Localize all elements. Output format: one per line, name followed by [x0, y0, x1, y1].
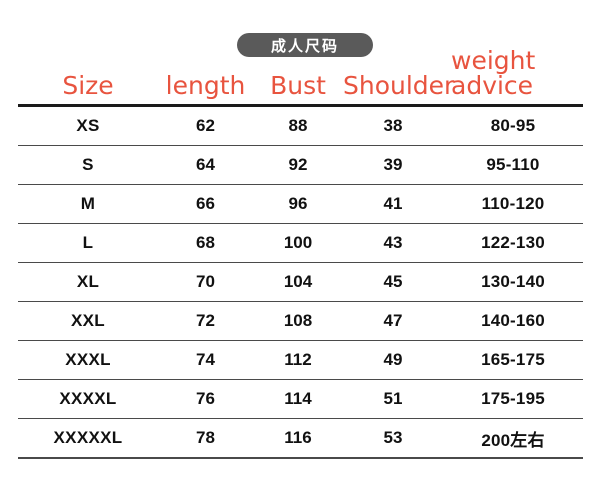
cell-size: L: [18, 223, 158, 263]
column-header-size: Size: [62, 70, 114, 100]
table-row: XL 70 104 45 130-140: [18, 262, 583, 302]
cell-length: 74: [158, 340, 253, 380]
table-row: XS 62 88 38 80-95: [18, 105, 583, 146]
table-row: M 66 96 41 110-120: [18, 184, 583, 224]
cell-bust: 112: [253, 340, 343, 380]
table-row: XXXXL 76 114 51 175-195: [18, 379, 583, 419]
cell-size: XXXXXL: [18, 418, 158, 459]
size-table-body: XS 62 88 38 80-95 S 64 92 39 95-110 M 66 96 41 110-120…: [18, 105, 583, 459]
column-header-bust: Bust: [270, 70, 326, 100]
cell-length: 72: [158, 301, 253, 341]
column-header-shoulder: Shoulder: [343, 70, 455, 100]
header-row: Size length Bust Shoulder weight advice: [18, 48, 583, 106]
cell-length: 76: [158, 379, 253, 419]
cell-shoulder: 47: [343, 301, 443, 341]
cell-weight: 130-140: [443, 262, 583, 302]
cell-bust: 96: [253, 184, 343, 224]
cell-weight: 122-130: [443, 223, 583, 263]
cell-size: XXXXL: [18, 379, 158, 419]
cell-shoulder: 41: [343, 184, 443, 224]
cell-size: XS: [18, 105, 158, 146]
cell-shoulder: 38: [343, 105, 443, 146]
cell-shoulder: 53: [343, 418, 443, 459]
cell-weight: 95-110: [443, 145, 583, 185]
cell-bust: 92: [253, 145, 343, 185]
size-table: Size length Bust Shoulder weight advice …: [18, 48, 583, 459]
cell-size: XXL: [18, 301, 158, 341]
column-header-weight-line1: weight: [451, 46, 536, 75]
cell-shoulder: 45: [343, 262, 443, 302]
cell-bust: 88: [253, 105, 343, 146]
table-row: L 68 100 43 122-130: [18, 223, 583, 263]
cell-weight: 140-160: [443, 301, 583, 341]
cell-bust: 100: [253, 223, 343, 263]
cell-size: M: [18, 184, 158, 224]
cell-shoulder: 39: [343, 145, 443, 185]
table-row: S 64 92 39 95-110: [18, 145, 583, 185]
column-header-length: length: [165, 70, 246, 100]
cell-shoulder: 51: [343, 379, 443, 419]
cell-weight: 80-95: [443, 105, 583, 146]
table-row: XXL 72 108 47 140-160: [18, 301, 583, 341]
cell-shoulder: 49: [343, 340, 443, 380]
cell-size: XL: [18, 262, 158, 302]
column-header-weight-advice: weight advice: [443, 48, 583, 106]
table-row: XXXXXL 78 116 53 200左右: [18, 418, 583, 459]
cell-bust: 116: [253, 418, 343, 459]
cell-size: XXXL: [18, 340, 158, 380]
cell-bust: 104: [253, 262, 343, 302]
size-table-header: Size length Bust Shoulder weight advice: [18, 48, 583, 106]
cell-length: 64: [158, 145, 253, 185]
cell-length: 66: [158, 184, 253, 224]
cell-length: 70: [158, 262, 253, 302]
cell-weight: 165-175: [443, 340, 583, 380]
cell-weight: 110-120: [443, 184, 583, 224]
cell-weight: 175-195: [443, 379, 583, 419]
cell-shoulder: 43: [343, 223, 443, 263]
cell-length: 78: [158, 418, 253, 459]
cell-weight: 200左右: [443, 418, 583, 459]
adult-size-badge: 成人尺码: [237, 33, 373, 57]
cell-length: 68: [158, 223, 253, 263]
cell-bust: 114: [253, 379, 343, 419]
cell-length: 62: [158, 105, 253, 146]
table-row: XXXL 74 112 49 165-175: [18, 340, 583, 380]
cell-bust: 108: [253, 301, 343, 341]
adult-size-badge-label: 成人尺码: [270, 36, 339, 55]
column-header-weight-line2: advice: [451, 71, 534, 100]
cell-size: S: [18, 145, 158, 185]
size-table-container: Size length Bust Shoulder weight advice …: [18, 48, 583, 459]
